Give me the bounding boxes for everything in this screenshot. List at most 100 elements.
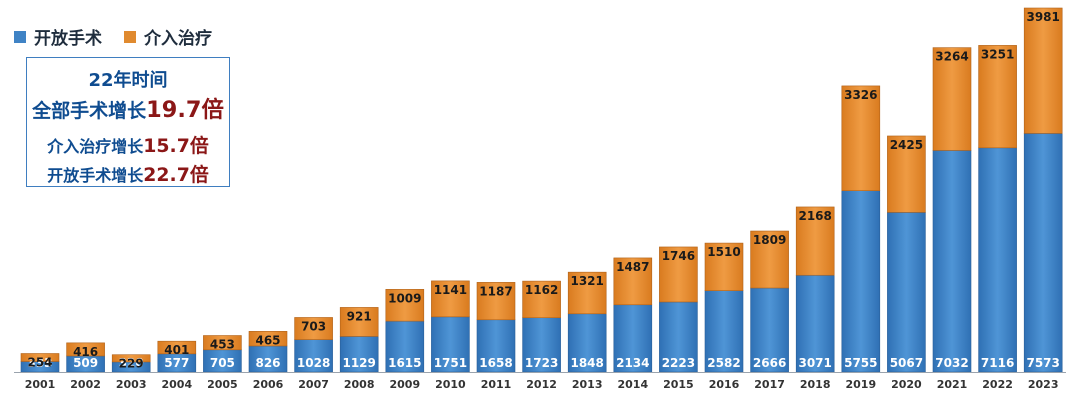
label-open-surgery-2012: 1723: [525, 356, 558, 370]
x-tick-2023: 2023: [1028, 378, 1059, 391]
summary-open-surgery-value: 22.7倍: [143, 164, 209, 186]
x-tick-2001: 2001: [25, 378, 56, 391]
label-interventional-2018: 2168: [798, 209, 831, 223]
summary-interventional-growth: 介入治疗增长15.7倍: [27, 131, 229, 158]
x-tick-2021: 2021: [937, 378, 968, 391]
label-open-surgery-2001: 333: [27, 356, 52, 370]
legend-item-interventional: 介入治疗: [124, 24, 212, 49]
legend-label-interventional: 介入治疗: [144, 29, 212, 49]
x-tick-2002: 2002: [70, 378, 101, 391]
label-open-surgery-2020: 5067: [890, 356, 923, 370]
bar-interventional-2013: [567, 271, 607, 315]
label-interventional-2010: 1141: [434, 283, 467, 297]
label-open-surgery-2011: 1658: [479, 356, 512, 370]
bar-interventional-2003: [111, 354, 151, 363]
x-tick-2011: 2011: [481, 378, 512, 391]
bar-open-surgery-2021: [932, 150, 972, 373]
x-tick-2007: 2007: [298, 378, 329, 391]
label-open-surgery-2004: 577: [164, 356, 189, 370]
label-interventional-2003: 229: [119, 357, 144, 371]
x-tick-2018: 2018: [800, 378, 831, 391]
label-open-surgery-2002: 509: [73, 356, 98, 370]
legend-swatch-open-surgery: [14, 30, 26, 43]
bar-interventional-2014: [613, 257, 653, 306]
x-tick-2004: 2004: [161, 378, 192, 391]
x-tick-2009: 2009: [389, 378, 420, 391]
label-interventional-2006: 465: [255, 333, 280, 347]
label-interventional-2011: 1187: [479, 284, 512, 298]
summary-period: 22年时间: [88, 70, 168, 91]
label-open-surgery-2018: 3071: [798, 356, 831, 370]
summary-interventional-label: 介入治疗增长: [47, 137, 144, 156]
bar-interventional-2019: [841, 85, 881, 191]
label-open-surgery-2013: 1848: [570, 356, 603, 370]
bar-interventional-2021: [932, 47, 972, 151]
x-tick-2015: 2015: [663, 378, 694, 391]
label-interventional-2014: 1487: [616, 260, 649, 274]
label-interventional-2015: 1746: [662, 249, 695, 263]
summary-total-value: 19.7倍: [146, 97, 224, 123]
label-interventional-2022: 3251: [981, 47, 1014, 61]
bar-interventional-2016: [704, 242, 744, 291]
label-interventional-2021: 3264: [935, 50, 968, 64]
x-tick-2016: 2016: [709, 378, 740, 391]
bar-open-surgery-2018: [795, 274, 835, 373]
label-open-surgery-2005: 705: [210, 356, 235, 370]
bar-open-surgery-2013: [567, 313, 607, 373]
bar-interventional-2012: [522, 280, 561, 319]
x-tick-2014: 2014: [617, 378, 648, 391]
bar-open-surgery-2009: [385, 320, 425, 373]
bar-open-surgery-2016: [704, 290, 744, 373]
label-interventional-2013: 1321: [570, 274, 603, 288]
label-interventional-2017: 1809: [753, 233, 786, 247]
bar-open-surgery-2007: [294, 339, 333, 373]
bar-interventional-2007: [294, 317, 333, 340]
x-tick-2008: 2008: [344, 378, 375, 391]
label-open-surgery-2022: 7116: [981, 356, 1014, 370]
summary-interventional-value: 15.7倍: [143, 135, 209, 157]
x-axis: 2001 2002 2003 2004 2005 2006 2007 2008 2009 2010…: [14, 372, 1066, 391]
bar-open-surgery-2019: [841, 190, 881, 373]
bar-open-surgery-2020: [887, 212, 926, 373]
label-open-surgery-2003: 320: [119, 356, 144, 370]
label-interventional-2008: 921: [347, 309, 372, 323]
bar-interventional-2018: [795, 206, 835, 276]
bar-interventional-2009: [385, 289, 425, 322]
bar-open-surgery-2017: [750, 287, 789, 373]
summary-total-growth: 全部手术增长19.7倍: [27, 92, 229, 124]
label-open-surgery-2019: 5755: [844, 356, 877, 370]
bar-interventional-2006: [248, 331, 288, 347]
bar-interventional-2011: [476, 282, 516, 321]
legend-label-open-surgery: 开放手术: [34, 29, 102, 49]
label-interventional-2009: 1009: [388, 291, 421, 305]
label-interventional-2012: 1162: [525, 283, 558, 297]
bar-open-surgery-2014: [613, 304, 653, 373]
label-interventional-2016: 1510: [707, 245, 740, 259]
bar-interventional-2004: [157, 340, 197, 355]
summary-open-surgery-growth: 开放手术增长22.7倍: [27, 160, 229, 187]
label-open-surgery-2009: 1615: [388, 356, 421, 370]
x-tick-2012: 2012: [526, 378, 557, 391]
bar-interventional-2010: [431, 280, 470, 318]
bar-open-surgery-2015: [659, 301, 698, 373]
growth-summary-box: 22年时间 全部手术增长19.7倍 介入治疗增长15.7倍 开放手术增长22.7…: [26, 57, 230, 187]
bar-interventional-2002: [66, 342, 105, 357]
label-open-surgery-2021: 7032: [935, 356, 968, 370]
bar-open-surgery-2012: [522, 317, 561, 373]
summary-open-surgery-label: 开放手术增长: [47, 166, 144, 185]
legend-item-open-surgery: 开放手术: [14, 24, 102, 49]
bar-interventional-2008: [339, 307, 379, 337]
x-tick-2005: 2005: [207, 378, 238, 391]
bar-interventional-2022: [978, 45, 1017, 149]
bar-open-surgery-2023: [1023, 133, 1063, 373]
chart-legend: 开放手术 介入治疗: [14, 24, 212, 49]
bar-open-surgery-2008: [339, 336, 379, 373]
label-interventional-2019: 3326: [844, 88, 877, 102]
label-interventional-2007: 703: [301, 319, 326, 333]
x-tick-2003: 2003: [116, 378, 147, 391]
bar-open-surgery-2022: [978, 147, 1017, 373]
bar-interventional-2015: [659, 246, 698, 303]
bars-layer: [20, 7, 1063, 373]
